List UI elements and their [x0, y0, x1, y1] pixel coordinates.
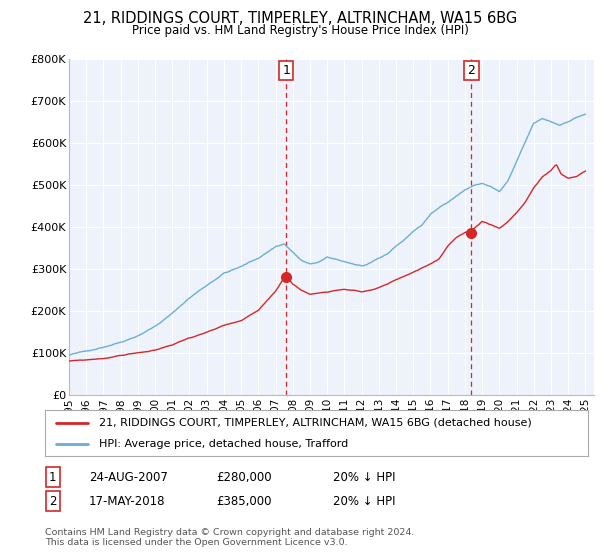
Text: 21, RIDDINGS COURT, TIMPERLEY, ALTRINCHAM, WA15 6BG: 21, RIDDINGS COURT, TIMPERLEY, ALTRINCHA… — [83, 11, 517, 26]
Text: 2: 2 — [467, 64, 475, 77]
Text: 20% ↓ HPI: 20% ↓ HPI — [333, 494, 395, 508]
Text: £280,000: £280,000 — [216, 470, 272, 484]
Text: 17-MAY-2018: 17-MAY-2018 — [89, 494, 166, 508]
Text: Contains HM Land Registry data © Crown copyright and database right 2024.
This d: Contains HM Land Registry data © Crown c… — [45, 528, 415, 547]
Text: 24-AUG-2007: 24-AUG-2007 — [89, 470, 167, 484]
Text: 1: 1 — [283, 64, 290, 77]
Text: 21, RIDDINGS COURT, TIMPERLEY, ALTRINCHAM, WA15 6BG (detached house): 21, RIDDINGS COURT, TIMPERLEY, ALTRINCHA… — [100, 418, 532, 428]
Text: Price paid vs. HM Land Registry's House Price Index (HPI): Price paid vs. HM Land Registry's House … — [131, 24, 469, 36]
Text: £385,000: £385,000 — [216, 494, 271, 508]
Text: 20% ↓ HPI: 20% ↓ HPI — [333, 470, 395, 484]
Text: 2: 2 — [49, 494, 56, 508]
Text: 1: 1 — [49, 470, 56, 484]
Text: HPI: Average price, detached house, Trafford: HPI: Average price, detached house, Traf… — [100, 439, 349, 449]
